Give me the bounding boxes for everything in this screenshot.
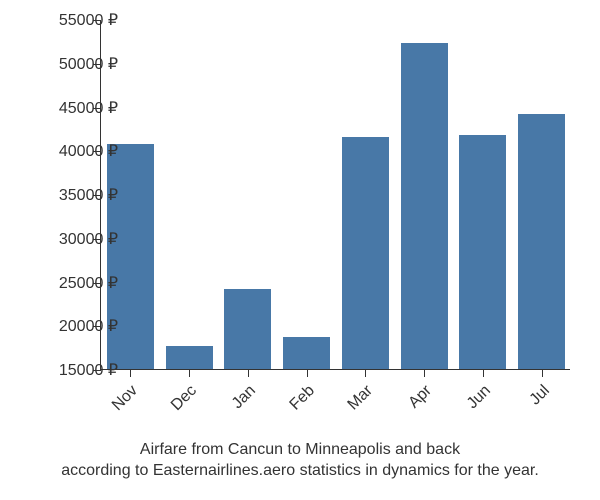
x-tick — [365, 369, 366, 377]
chart-caption: Airfare from Cancun to Minneapolis and b… — [0, 439, 600, 482]
y-axis-label: 15000 ₽ — [59, 360, 118, 380]
y-axis-label: 40000 ₽ — [59, 141, 118, 161]
x-tick — [189, 369, 190, 377]
bar — [166, 346, 213, 369]
x-axis-label: Feb — [284, 382, 318, 416]
x-axis-label: Mar — [343, 382, 377, 416]
y-axis-label: 20000 ₽ — [59, 316, 118, 336]
y-axis-label: 55000 ₽ — [59, 10, 118, 30]
bar — [283, 337, 330, 369]
x-tick — [424, 369, 425, 377]
caption-line-1: Airfare from Cancun to Minneapolis and b… — [140, 441, 460, 458]
bar — [342, 137, 389, 369]
x-axis-label: Jan — [226, 382, 260, 416]
bar — [459, 135, 506, 369]
x-tick — [542, 369, 543, 377]
y-axis-label: 30000 ₽ — [59, 229, 118, 249]
bar — [224, 289, 271, 369]
caption-line-2: according to Easternairlines.aero statis… — [61, 462, 539, 479]
plot-area — [100, 20, 570, 370]
y-axis-label: 45000 ₽ — [59, 98, 118, 118]
x-tick — [483, 369, 484, 377]
x-axis-label: Apr — [402, 382, 436, 416]
y-axis-label: 35000 ₽ — [59, 185, 118, 205]
x-axis-label: Jun — [461, 382, 495, 416]
y-axis-label: 25000 ₽ — [59, 273, 118, 293]
bar — [401, 43, 448, 369]
x-axis-label: Nov — [108, 382, 142, 416]
airfare-bar-chart: Airfare from Cancun to Minneapolis and b… — [0, 0, 600, 500]
x-tick — [130, 369, 131, 377]
bar — [518, 114, 565, 370]
x-axis-label: Dec — [167, 382, 201, 416]
x-tick — [248, 369, 249, 377]
x-axis-label: Jul — [519, 382, 553, 416]
x-tick — [307, 369, 308, 377]
y-axis-label: 50000 ₽ — [59, 54, 118, 74]
